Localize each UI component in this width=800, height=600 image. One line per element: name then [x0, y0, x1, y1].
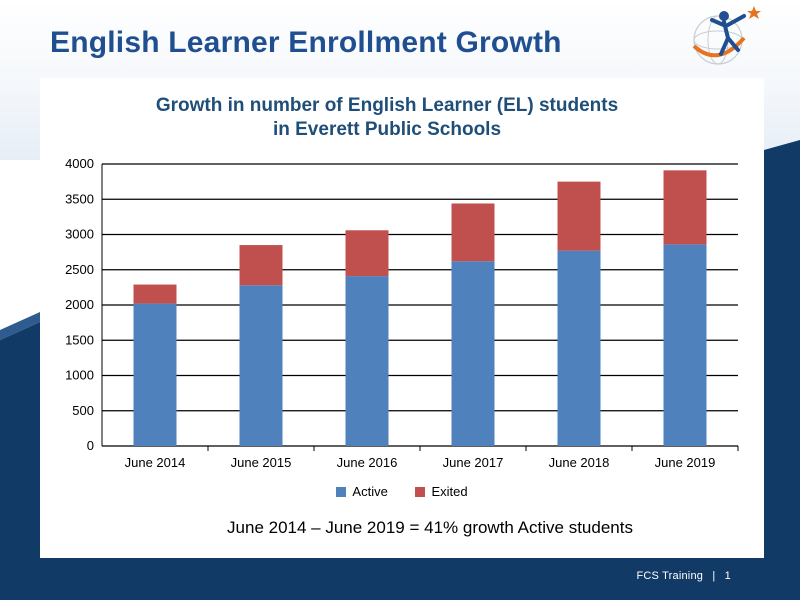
bar-active [451, 261, 495, 446]
chart-title-line-2: in Everett Public Schools [272, 119, 502, 140]
chart-panel: Growth in number of English Learner (EL)… [40, 78, 764, 558]
bar-exited [239, 245, 283, 286]
y-tick-label: 4000 [65, 156, 94, 171]
slide-footer: FCS Training | 1 [633, 570, 734, 582]
chart-title: Growth in number of English Learner (EL)… [40, 94, 734, 142]
chart-title-line-1: Growth in number of English Learner (EL)… [155, 95, 619, 116]
growth-annotation: June 2014 – June 2019 = 41% growth Activ… [227, 518, 633, 537]
left-wave [0, 322, 40, 600]
x-tick-label: June 2015 [231, 455, 292, 470]
y-tick-label: 500 [72, 403, 94, 418]
y-tick-label: 1500 [65, 332, 94, 347]
legend-label-exited: Exited [431, 484, 468, 499]
right-wave [764, 140, 800, 600]
page-number: 1 [724, 570, 731, 582]
x-tick-label: June 2019 [655, 455, 716, 470]
bar-active [133, 303, 177, 446]
footer-label: FCS Training [636, 570, 704, 582]
y-tick-label: 2500 [65, 262, 94, 277]
bar-active [663, 244, 707, 446]
chart-legend: Active Exited [40, 484, 764, 500]
legend-item-exited: Exited [415, 484, 468, 499]
bar-exited [345, 230, 389, 277]
legend-swatch-exited [415, 486, 426, 497]
legend-label-active: Active [352, 484, 388, 499]
bar-exited [663, 170, 707, 245]
x-tick-label: June 2018 [549, 455, 610, 470]
x-tick-label: June 2016 [337, 455, 398, 470]
y-tick-label: 0 [87, 438, 94, 453]
bar-exited [451, 203, 495, 262]
legend-swatch-active [336, 486, 347, 497]
bar-active [557, 250, 601, 446]
bar-chart: 0 500 1000 1500 2000 2500 3000 3500 4000 June 201… [65, 156, 739, 470]
footer-bar [0, 558, 800, 600]
slide-title: English Learner Enrollment Growth [50, 26, 562, 59]
bar-active [239, 285, 283, 446]
y-tick-label: 3500 [65, 191, 94, 206]
bar-exited [133, 284, 177, 304]
y-tick-label: 1000 [65, 368, 94, 383]
legend-item-active: Active [336, 484, 388, 499]
x-tick-label: June 2014 [125, 455, 186, 470]
y-tick-label: 2000 [65, 297, 94, 312]
bar-exited [557, 181, 601, 251]
y-tick-label: 3000 [65, 227, 94, 242]
logo-icon [692, 6, 761, 65]
left-wave-highlight [0, 312, 40, 340]
bar-active [345, 276, 389, 446]
footer-separator: | [712, 570, 716, 582]
x-tick-label: June 2017 [443, 455, 504, 470]
